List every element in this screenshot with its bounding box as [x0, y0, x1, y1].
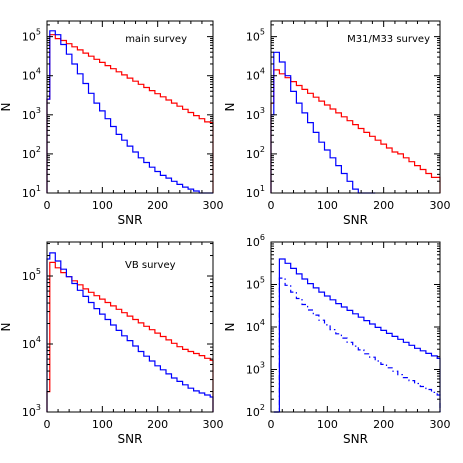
x-axis-label: SNR	[118, 213, 143, 227]
series-2-step-line	[46, 30, 213, 194]
x-tick-label: 100	[317, 199, 338, 212]
y-tick-label: 102	[22, 145, 41, 161]
series-2-step-line	[270, 51, 376, 194]
plot-frame	[46, 20, 214, 194]
x-tick-label: 100	[92, 418, 113, 431]
y-tick-label: 105	[246, 276, 265, 292]
x-axis-label: SNR	[343, 432, 368, 446]
y-tick-label: 104	[246, 318, 265, 334]
x-tick-label: 100	[92, 199, 113, 212]
y-tick-label: 105	[246, 28, 265, 44]
y-tick-label: 103	[246, 361, 265, 377]
y-axis-label: N	[0, 323, 13, 332]
chart-panel-2: 0 100 200 300 101 102 103 104 105 SNR N M31/M33 sur…	[223, 20, 451, 227]
x-tick-label: 0	[268, 418, 275, 431]
x-tick-label: 300	[430, 199, 451, 212]
y-tick-label: 104	[246, 67, 265, 83]
y-tick-label: 103	[22, 403, 41, 419]
y-axis-label: N	[223, 103, 237, 112]
series-1-step-line	[46, 261, 214, 412]
x-tick-label: 200	[147, 418, 168, 431]
y-tick-label: 106	[246, 233, 265, 249]
y-axis-label: N	[0, 103, 13, 112]
chart-panel-3: 0 100 200 300 103 104 105 SNR N VB survey	[0, 241, 224, 446]
panel-title: M31/M33 survey	[347, 34, 430, 45]
x-tick-label: 200	[373, 199, 394, 212]
x-tick-label: 0	[44, 418, 51, 431]
x-tick-label: 200	[147, 199, 168, 212]
panel-title: main survey	[125, 34, 187, 45]
x-tick-label: 300	[430, 418, 451, 431]
y-tick-label: 103	[22, 106, 41, 122]
y-tick-label: 104	[22, 335, 41, 351]
y-tick-label: 104	[22, 67, 41, 83]
series-1-step-line	[270, 69, 441, 193]
series-1-step-line	[273, 258, 441, 413]
y-tick-label: 105	[22, 267, 41, 283]
y-tick-label: 101	[246, 184, 265, 200]
x-tick-label: 0	[44, 199, 51, 212]
plot-frame	[270, 241, 441, 413]
y-tick-label: 102	[246, 145, 265, 161]
panel-title: VB survey	[125, 260, 176, 271]
y-tick-label: 103	[246, 106, 265, 122]
plot-frame	[270, 20, 441, 194]
y-tick-label: 102	[246, 403, 265, 419]
plot-frame	[46, 241, 214, 413]
x-axis-label: SNR	[118, 432, 143, 446]
series-2-step-line	[46, 252, 214, 412]
y-axis-label: N	[223, 323, 237, 332]
y-tick-label: 101	[22, 184, 41, 200]
x-tick-label: 0	[268, 199, 275, 212]
series-1-step-line	[46, 34, 214, 193]
y-tick-label: 105	[22, 28, 41, 44]
x-axis-label: SNR	[343, 213, 368, 227]
x-tick-label: 100	[317, 418, 338, 431]
x-tick-label: 300	[203, 199, 224, 212]
x-tick-label: 200	[373, 418, 394, 431]
x-tick-label: 300	[203, 418, 224, 431]
chart-panel-4: 0 100 200 300 102 103 104 105 106 SNR N	[223, 233, 451, 446]
series-2-step-line	[273, 277, 441, 413]
